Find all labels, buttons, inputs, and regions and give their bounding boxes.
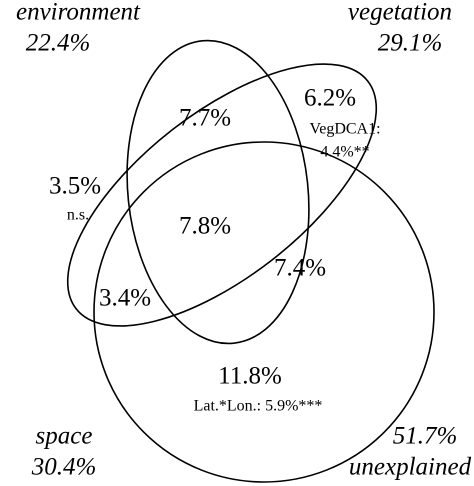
region-value: 6.2% (304, 85, 356, 112)
environment-ellipse (66, 63, 378, 327)
region-note: Lat.*Lon.: 5.9%*** (194, 398, 323, 415)
set-name: space (36, 423, 93, 450)
region-value: 7.7% (179, 105, 231, 132)
region-value: 7.8% (179, 213, 231, 240)
region-note: 4.4%** (320, 144, 369, 161)
set-total: 29.1% (378, 30, 443, 57)
region-note: n.s. (67, 207, 89, 224)
region-value: 3.5% (49, 173, 101, 200)
set-total: 30.4% (31, 454, 97, 481)
unexplained-value: 51.7% (393, 423, 458, 450)
set-name: environment (16, 0, 141, 26)
space-circle (93, 141, 435, 483)
region-value: 3.4% (99, 285, 151, 312)
vegetation-ellipse (126, 39, 310, 345)
region-value: 11.8% (218, 363, 282, 390)
unexplained-label: unexplained (349, 454, 472, 481)
region-value: 7.4% (274, 255, 326, 282)
set-name: vegetation (348, 0, 452, 26)
region-note: VegDCA1: (309, 121, 380, 138)
set-total: 22.4% (26, 30, 91, 57)
